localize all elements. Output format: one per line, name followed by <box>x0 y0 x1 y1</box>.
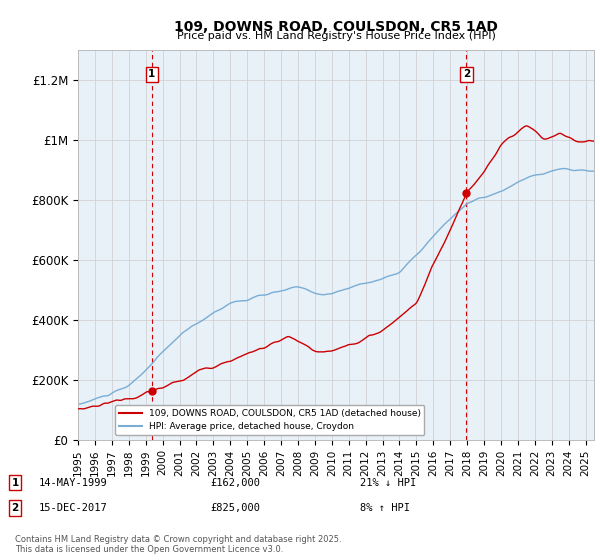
Text: 15-DEC-2017: 15-DEC-2017 <box>39 503 108 513</box>
Text: 1: 1 <box>11 478 19 488</box>
Text: 8% ↑ HPI: 8% ↑ HPI <box>360 503 410 513</box>
Text: Contains HM Land Registry data © Crown copyright and database right 2025.
This d: Contains HM Land Registry data © Crown c… <box>15 535 341 554</box>
Legend: 109, DOWNS ROAD, COULSDON, CR5 1AD (detached house), HPI: Average price, detache: 109, DOWNS ROAD, COULSDON, CR5 1AD (deta… <box>115 405 424 435</box>
Text: 109, DOWNS ROAD, COULSDON, CR5 1AD: 109, DOWNS ROAD, COULSDON, CR5 1AD <box>174 20 498 34</box>
Text: 1: 1 <box>148 69 155 80</box>
Text: 14-MAY-1999: 14-MAY-1999 <box>39 478 108 488</box>
Text: 2: 2 <box>11 503 19 513</box>
Text: £825,000: £825,000 <box>210 503 260 513</box>
Text: Price paid vs. HM Land Registry's House Price Index (HPI): Price paid vs. HM Land Registry's House … <box>176 31 496 41</box>
Text: 21% ↓ HPI: 21% ↓ HPI <box>360 478 416 488</box>
Text: 2: 2 <box>463 69 470 80</box>
Text: £162,000: £162,000 <box>210 478 260 488</box>
